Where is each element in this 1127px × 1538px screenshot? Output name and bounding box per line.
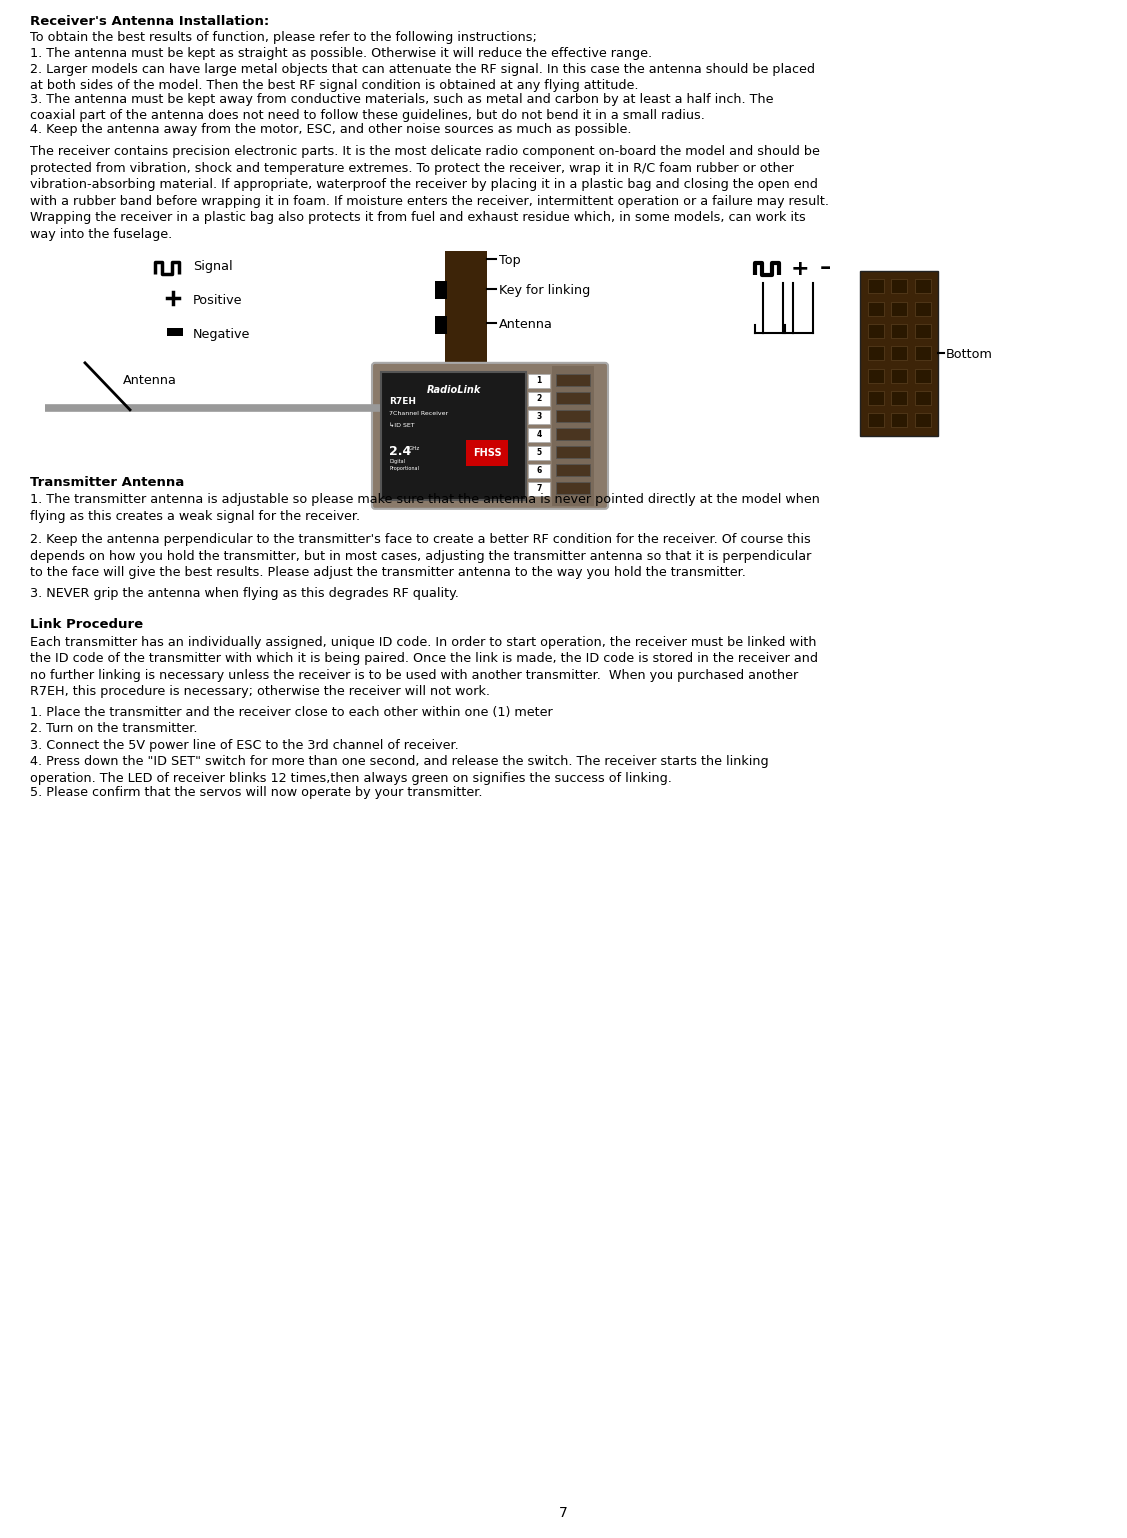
- Bar: [914, 391, 931, 404]
- Bar: [381, 372, 526, 500]
- Bar: [891, 280, 907, 294]
- Text: 3. NEVER grip the antenna when flying as this degrades RF quality.: 3. NEVER grip the antenna when flying as…: [30, 588, 459, 600]
- Text: Positive: Positive: [193, 294, 242, 308]
- Text: 3. Connect the 5V power line of ESC to the 3rd channel of receiver.: 3. Connect the 5V power line of ESC to t…: [30, 738, 459, 752]
- Text: 6: 6: [536, 466, 542, 475]
- Text: Bottom: Bottom: [946, 348, 993, 361]
- Bar: [868, 325, 884, 338]
- Bar: [868, 346, 884, 360]
- Bar: [868, 369, 884, 383]
- Text: Proportional: Proportional: [389, 466, 419, 471]
- Bar: [556, 374, 591, 386]
- Text: 1. The transmitter antenna is adjustable so please make sure that the antenna is: 1. The transmitter antenna is adjustable…: [30, 494, 819, 523]
- Bar: [445, 251, 487, 371]
- Text: 3: 3: [536, 412, 542, 421]
- Text: The receiver contains precision electronic parts. It is the most delicate radio : The receiver contains precision electron…: [30, 145, 829, 241]
- Text: 4: 4: [536, 431, 542, 440]
- Text: 2. Turn on the transmitter.: 2. Turn on the transmitter.: [30, 723, 197, 735]
- Bar: [529, 481, 550, 495]
- Bar: [556, 481, 591, 494]
- Text: 2. Larger models can have large metal objects that can attenuate the RF signal. : 2. Larger models can have large metal ob…: [30, 63, 815, 92]
- Bar: [167, 328, 183, 335]
- Bar: [529, 374, 550, 388]
- Text: Antenna: Antenna: [499, 318, 553, 331]
- Bar: [435, 315, 447, 334]
- Text: 4. Press down the "ID SET" switch for more than one second, and release the swit: 4. Press down the "ID SET" switch for mo…: [30, 755, 769, 784]
- Text: Signal: Signal: [193, 260, 232, 272]
- Text: 7: 7: [559, 1506, 568, 1520]
- Text: –: –: [819, 258, 831, 278]
- Bar: [868, 301, 884, 315]
- Bar: [556, 446, 591, 458]
- Text: +: +: [791, 258, 809, 278]
- Bar: [891, 301, 907, 315]
- Bar: [891, 369, 907, 383]
- Bar: [435, 281, 447, 298]
- Text: 3. The antenna must be kept away from conductive materials, such as metal and ca: 3. The antenna must be kept away from co…: [30, 92, 773, 122]
- Text: Link Procedure: Link Procedure: [30, 618, 143, 631]
- Text: 5. Please confirm that the servos will now operate by your transmitter.: 5. Please confirm that the servos will n…: [30, 786, 482, 800]
- Bar: [529, 464, 550, 478]
- Text: Each transmitter has an individually assigned, unique ID code. In order to start: Each transmitter has an individually ass…: [30, 635, 818, 698]
- Text: ↳ID SET: ↳ID SET: [389, 423, 415, 429]
- Bar: [556, 464, 591, 475]
- Bar: [891, 391, 907, 404]
- Bar: [868, 280, 884, 294]
- Bar: [556, 409, 591, 421]
- Text: 1: 1: [536, 377, 542, 386]
- Bar: [529, 428, 550, 441]
- Bar: [914, 280, 931, 294]
- Text: 2. Keep the antenna perpendicular to the transmitter's face to create a better R: 2. Keep the antenna perpendicular to the…: [30, 534, 811, 578]
- Bar: [891, 414, 907, 428]
- Bar: [891, 346, 907, 360]
- Text: 5: 5: [536, 449, 542, 457]
- Bar: [529, 446, 550, 460]
- Text: Negative: Negative: [193, 328, 250, 341]
- Text: Antenna: Antenna: [123, 374, 177, 388]
- Text: FHSS: FHSS: [472, 448, 502, 458]
- Text: Transmitter Antenna: Transmitter Antenna: [30, 475, 184, 489]
- Bar: [914, 325, 931, 338]
- Text: Top: Top: [499, 254, 521, 268]
- Bar: [914, 369, 931, 383]
- Bar: [556, 392, 591, 404]
- Text: To obtain the best results of function, please refer to the following instructio: To obtain the best results of function, …: [30, 31, 536, 45]
- Bar: [914, 414, 931, 428]
- Text: 7Channel Receiver: 7Channel Receiver: [389, 411, 449, 417]
- Bar: [529, 392, 550, 406]
- Bar: [860, 271, 938, 435]
- Bar: [529, 409, 550, 424]
- Bar: [914, 346, 931, 360]
- Text: Digital: Digital: [389, 460, 405, 464]
- Text: GHz: GHz: [409, 446, 420, 451]
- Text: 2.4: 2.4: [389, 446, 411, 458]
- FancyBboxPatch shape: [372, 363, 607, 509]
- Bar: [868, 391, 884, 404]
- Bar: [465, 440, 508, 466]
- Bar: [891, 325, 907, 338]
- Text: Key for linking: Key for linking: [499, 285, 591, 297]
- Text: R7EH: R7EH: [389, 397, 416, 406]
- Text: 1. The antenna must be kept as straight as possible. Otherwise it will reduce th: 1. The antenna must be kept as straight …: [30, 48, 653, 60]
- Bar: [556, 428, 591, 440]
- Text: 2: 2: [536, 394, 542, 403]
- Text: 7: 7: [536, 484, 542, 494]
- Bar: [868, 414, 884, 428]
- Bar: [552, 366, 594, 506]
- Text: Receiver's Antenna Installation:: Receiver's Antenna Installation:: [30, 15, 269, 28]
- Text: 1. Place the transmitter and the receiver close to each other within one (1) met: 1. Place the transmitter and the receive…: [30, 706, 552, 718]
- Bar: [914, 301, 931, 315]
- Text: RadioLink: RadioLink: [426, 384, 481, 395]
- Text: 4. Keep the antenna away from the motor, ESC, and other noise sources as much as: 4. Keep the antenna away from the motor,…: [30, 123, 631, 135]
